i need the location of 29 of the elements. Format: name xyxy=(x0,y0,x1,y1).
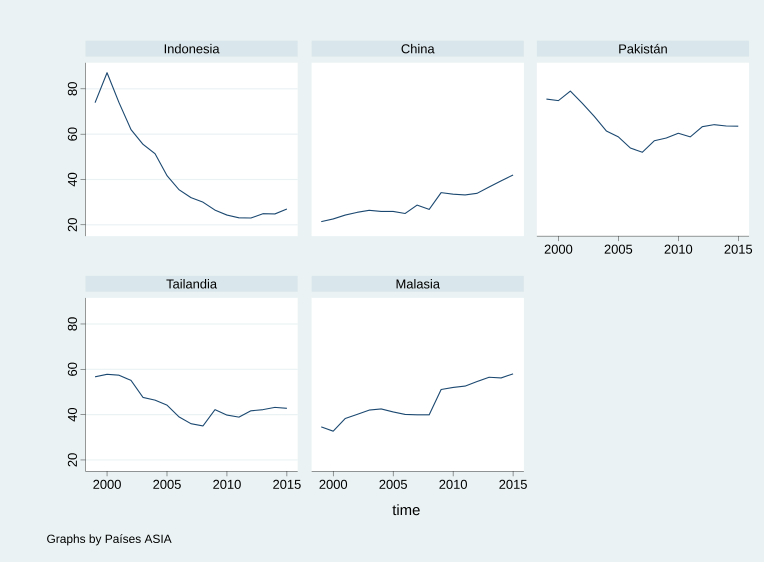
x-tick-label: 2000 xyxy=(93,480,121,489)
chart-title: Indonesia xyxy=(164,44,220,54)
x-tick-label: 2000 xyxy=(320,480,348,489)
x-tick-label: 2005 xyxy=(604,244,632,254)
x-axis-title: time xyxy=(392,504,420,516)
x-tick-label: 2005 xyxy=(153,480,181,489)
y-tick-label: 80 xyxy=(68,82,77,96)
y-tick-label: 20 xyxy=(68,218,77,232)
chart-title: Pakistán xyxy=(619,44,667,54)
x-tick-label: 2015 xyxy=(499,480,527,489)
text: Graphs by Países ASIA xyxy=(47,534,172,546)
x-tick-label: 2010 xyxy=(439,480,467,489)
y-tick-label: 40 xyxy=(68,172,77,186)
line-series xyxy=(94,374,288,427)
y-tick-label: 20 xyxy=(68,453,77,466)
x-tick-label: 2005 xyxy=(379,480,407,489)
y-tick-label: 60 xyxy=(68,362,77,376)
x-tick-label: 2015 xyxy=(273,480,301,489)
x-tick-label: 2000 xyxy=(544,244,572,254)
y-tick-label: 40 xyxy=(68,408,77,422)
chart-title: Tailandia xyxy=(166,279,218,289)
y-tick-label: 80 xyxy=(68,317,77,331)
x-tick-label: 2010 xyxy=(664,244,692,254)
x-tick-label: 2010 xyxy=(213,480,241,489)
x-tick-label: 2015 xyxy=(724,244,752,254)
chart-title: China xyxy=(402,44,435,54)
line-series xyxy=(94,72,288,219)
y-tick-label: 60 xyxy=(68,128,77,141)
chart-title: Malasia xyxy=(396,279,440,289)
